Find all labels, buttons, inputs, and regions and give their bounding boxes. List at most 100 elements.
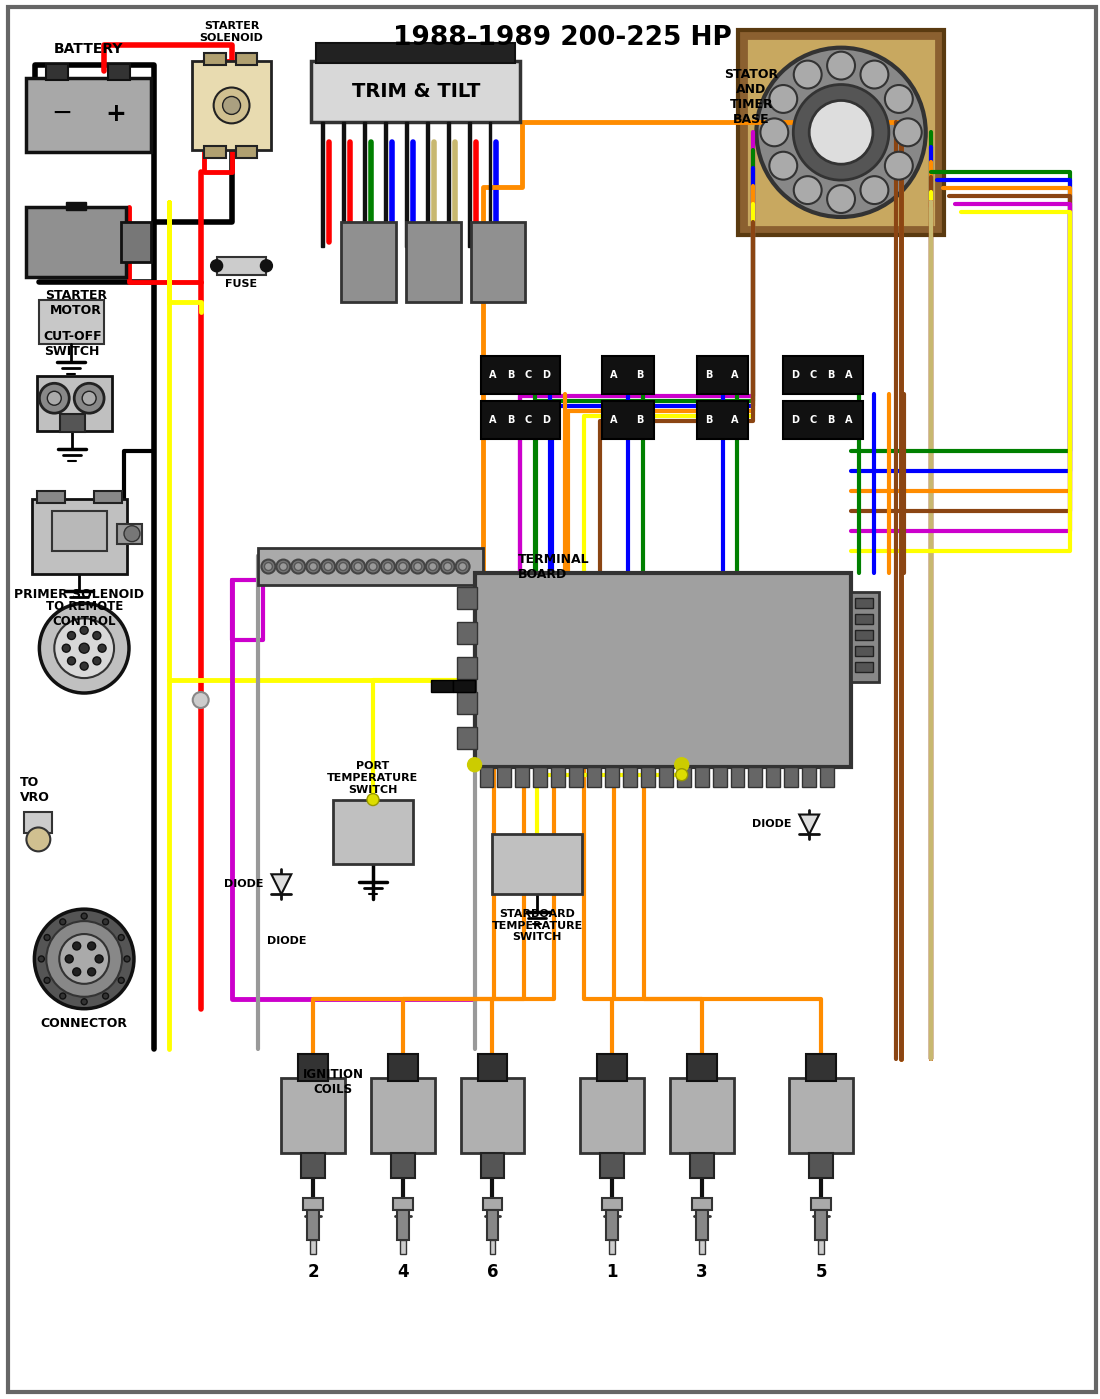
Polygon shape xyxy=(800,814,820,834)
Bar xyxy=(235,147,257,158)
Text: A: A xyxy=(845,416,853,425)
Text: A: A xyxy=(488,371,496,381)
Bar xyxy=(235,53,257,64)
Bar xyxy=(676,767,691,786)
Circle shape xyxy=(81,914,87,919)
Bar xyxy=(587,767,601,786)
Circle shape xyxy=(40,383,69,413)
Bar xyxy=(670,1079,734,1153)
Bar xyxy=(108,63,130,80)
Circle shape xyxy=(384,562,392,571)
Circle shape xyxy=(884,85,913,113)
Circle shape xyxy=(426,560,440,574)
Bar xyxy=(695,1210,707,1240)
Bar xyxy=(605,767,619,786)
Text: A: A xyxy=(610,371,618,381)
Text: B: B xyxy=(705,371,713,381)
Bar xyxy=(690,1153,714,1178)
Text: B: B xyxy=(636,416,644,425)
Circle shape xyxy=(455,560,470,574)
Bar xyxy=(855,599,873,609)
Circle shape xyxy=(26,827,51,852)
Text: TRIM & TILT: TRIM & TILT xyxy=(352,83,480,101)
Bar xyxy=(818,1240,824,1254)
Bar xyxy=(393,1198,412,1210)
Bar xyxy=(191,60,272,150)
Bar xyxy=(301,1153,326,1178)
Text: 3: 3 xyxy=(696,1263,707,1280)
Circle shape xyxy=(674,758,689,772)
Bar xyxy=(783,402,864,439)
Circle shape xyxy=(67,658,76,665)
Circle shape xyxy=(73,942,80,950)
Bar xyxy=(60,414,85,432)
Text: DIODE: DIODE xyxy=(266,936,306,946)
Circle shape xyxy=(794,60,822,88)
Bar xyxy=(474,572,851,767)
Circle shape xyxy=(92,631,101,639)
Bar xyxy=(333,800,412,865)
Circle shape xyxy=(34,909,134,1009)
Bar xyxy=(456,658,476,679)
Circle shape xyxy=(381,560,395,574)
Text: C: C xyxy=(810,416,817,425)
Bar xyxy=(783,357,864,395)
Circle shape xyxy=(98,644,106,652)
Bar xyxy=(363,122,366,246)
Circle shape xyxy=(40,603,129,693)
Circle shape xyxy=(459,562,466,571)
Bar xyxy=(516,767,529,786)
Bar xyxy=(486,1210,498,1240)
Bar xyxy=(453,680,474,693)
Circle shape xyxy=(769,85,798,113)
Circle shape xyxy=(124,526,140,541)
Bar xyxy=(534,767,548,786)
Circle shape xyxy=(54,618,114,679)
Bar xyxy=(730,767,745,786)
Bar xyxy=(810,1153,833,1178)
Circle shape xyxy=(793,84,889,180)
Circle shape xyxy=(410,560,425,574)
Bar xyxy=(851,592,879,683)
Circle shape xyxy=(366,560,379,574)
Text: ─: ─ xyxy=(54,102,69,126)
Circle shape xyxy=(279,562,287,571)
Bar xyxy=(696,402,748,439)
Circle shape xyxy=(468,758,482,772)
Circle shape xyxy=(102,993,109,999)
Text: PRIMER SOLENOID: PRIMER SOLENOID xyxy=(14,589,144,602)
Bar xyxy=(602,357,653,395)
Bar xyxy=(855,631,873,641)
Bar xyxy=(602,1198,621,1210)
Bar xyxy=(477,1053,507,1081)
Circle shape xyxy=(80,627,88,634)
Circle shape xyxy=(261,260,273,271)
Text: IGNITION
COILS: IGNITION COILS xyxy=(302,1069,364,1097)
Text: TO
VRO: TO VRO xyxy=(20,775,50,803)
Bar xyxy=(481,1153,505,1178)
Bar xyxy=(815,1210,827,1240)
Circle shape xyxy=(769,151,798,179)
Circle shape xyxy=(351,560,365,574)
Text: STARBOARD
TEMPERATURE
SWITCH: STARBOARD TEMPERATURE SWITCH xyxy=(492,909,583,943)
Bar xyxy=(659,767,673,786)
Circle shape xyxy=(827,185,855,213)
Text: C: C xyxy=(525,371,532,381)
Bar xyxy=(321,122,324,246)
Bar xyxy=(66,201,86,210)
Circle shape xyxy=(760,119,789,147)
Circle shape xyxy=(88,968,96,977)
Bar xyxy=(806,1053,836,1081)
Circle shape xyxy=(95,956,103,963)
Bar xyxy=(217,257,266,274)
Circle shape xyxy=(306,560,320,574)
Bar xyxy=(341,222,396,302)
Circle shape xyxy=(441,560,454,574)
Bar xyxy=(686,1053,716,1081)
Bar xyxy=(471,222,526,302)
Circle shape xyxy=(119,935,124,940)
Bar xyxy=(406,222,461,302)
Bar xyxy=(26,207,126,277)
Text: B: B xyxy=(507,416,514,425)
Text: D: D xyxy=(791,416,800,425)
